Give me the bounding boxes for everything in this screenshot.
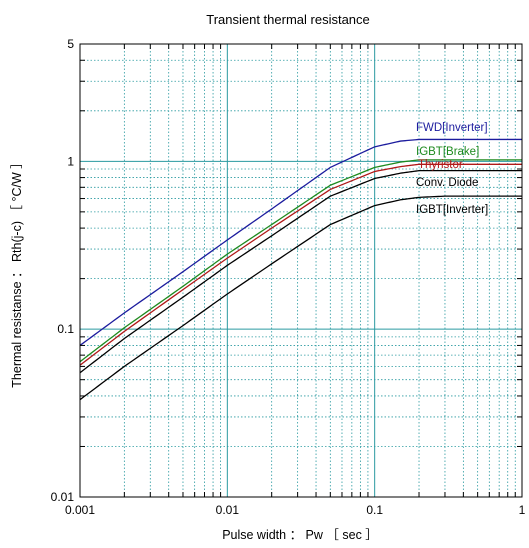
y-tick-label: 1 bbox=[67, 154, 74, 168]
plot-frame bbox=[79, 43, 523, 498]
x-tick-label: 0.1 bbox=[366, 503, 383, 517]
y-axis-label: Thermal resistanse ： Rth(j-c) ［ °C/W ］ bbox=[10, 156, 24, 387]
y-tick-label: 0.1 bbox=[57, 322, 74, 336]
series-line-fwd-inverter bbox=[79, 138, 522, 346]
series-line-igbt-brake bbox=[79, 159, 522, 363]
y-tick-labels: 0.01 0.1 1 5 bbox=[51, 37, 75, 504]
series-layer bbox=[79, 138, 522, 401]
x-tick-labels: 0.001 0.01 0.1 1 bbox=[65, 503, 526, 517]
x-tick-label: 0.001 bbox=[65, 503, 95, 517]
series-line-thyristor bbox=[79, 163, 522, 366]
series-label-igbt-brake: IGBT[Brake] bbox=[416, 146, 479, 158]
series-label-fwd-inverter: FWD[Inverter] bbox=[416, 122, 488, 134]
series-label-thyristor: Thyristor bbox=[418, 159, 463, 171]
series-line-conv-diode bbox=[79, 169, 522, 374]
y-tick-label: 0.01 bbox=[51, 490, 75, 504]
grid-major bbox=[80, 44, 522, 497]
series-label-igbt-inverter: IGBT[Inverter] bbox=[416, 204, 488, 216]
x-axis-label: Pulse width ： Pw ［ sec ］ bbox=[222, 528, 378, 542]
x-tick-label: 1 bbox=[519, 503, 526, 517]
chart-title: Transient thermal resistance bbox=[206, 12, 370, 27]
series-line-igbt-inverter bbox=[79, 195, 522, 401]
x-tick-label: 0.01 bbox=[216, 503, 240, 517]
axis-ticks bbox=[80, 44, 522, 497]
series-labels: FWD[Inverter] IGBT[Brake]Thyristor Conv. D… bbox=[416, 122, 488, 216]
series-label-conv-diode: Conv. Diode bbox=[416, 177, 478, 189]
y-tick-label: 5 bbox=[67, 37, 74, 51]
grid-minor bbox=[80, 44, 522, 497]
